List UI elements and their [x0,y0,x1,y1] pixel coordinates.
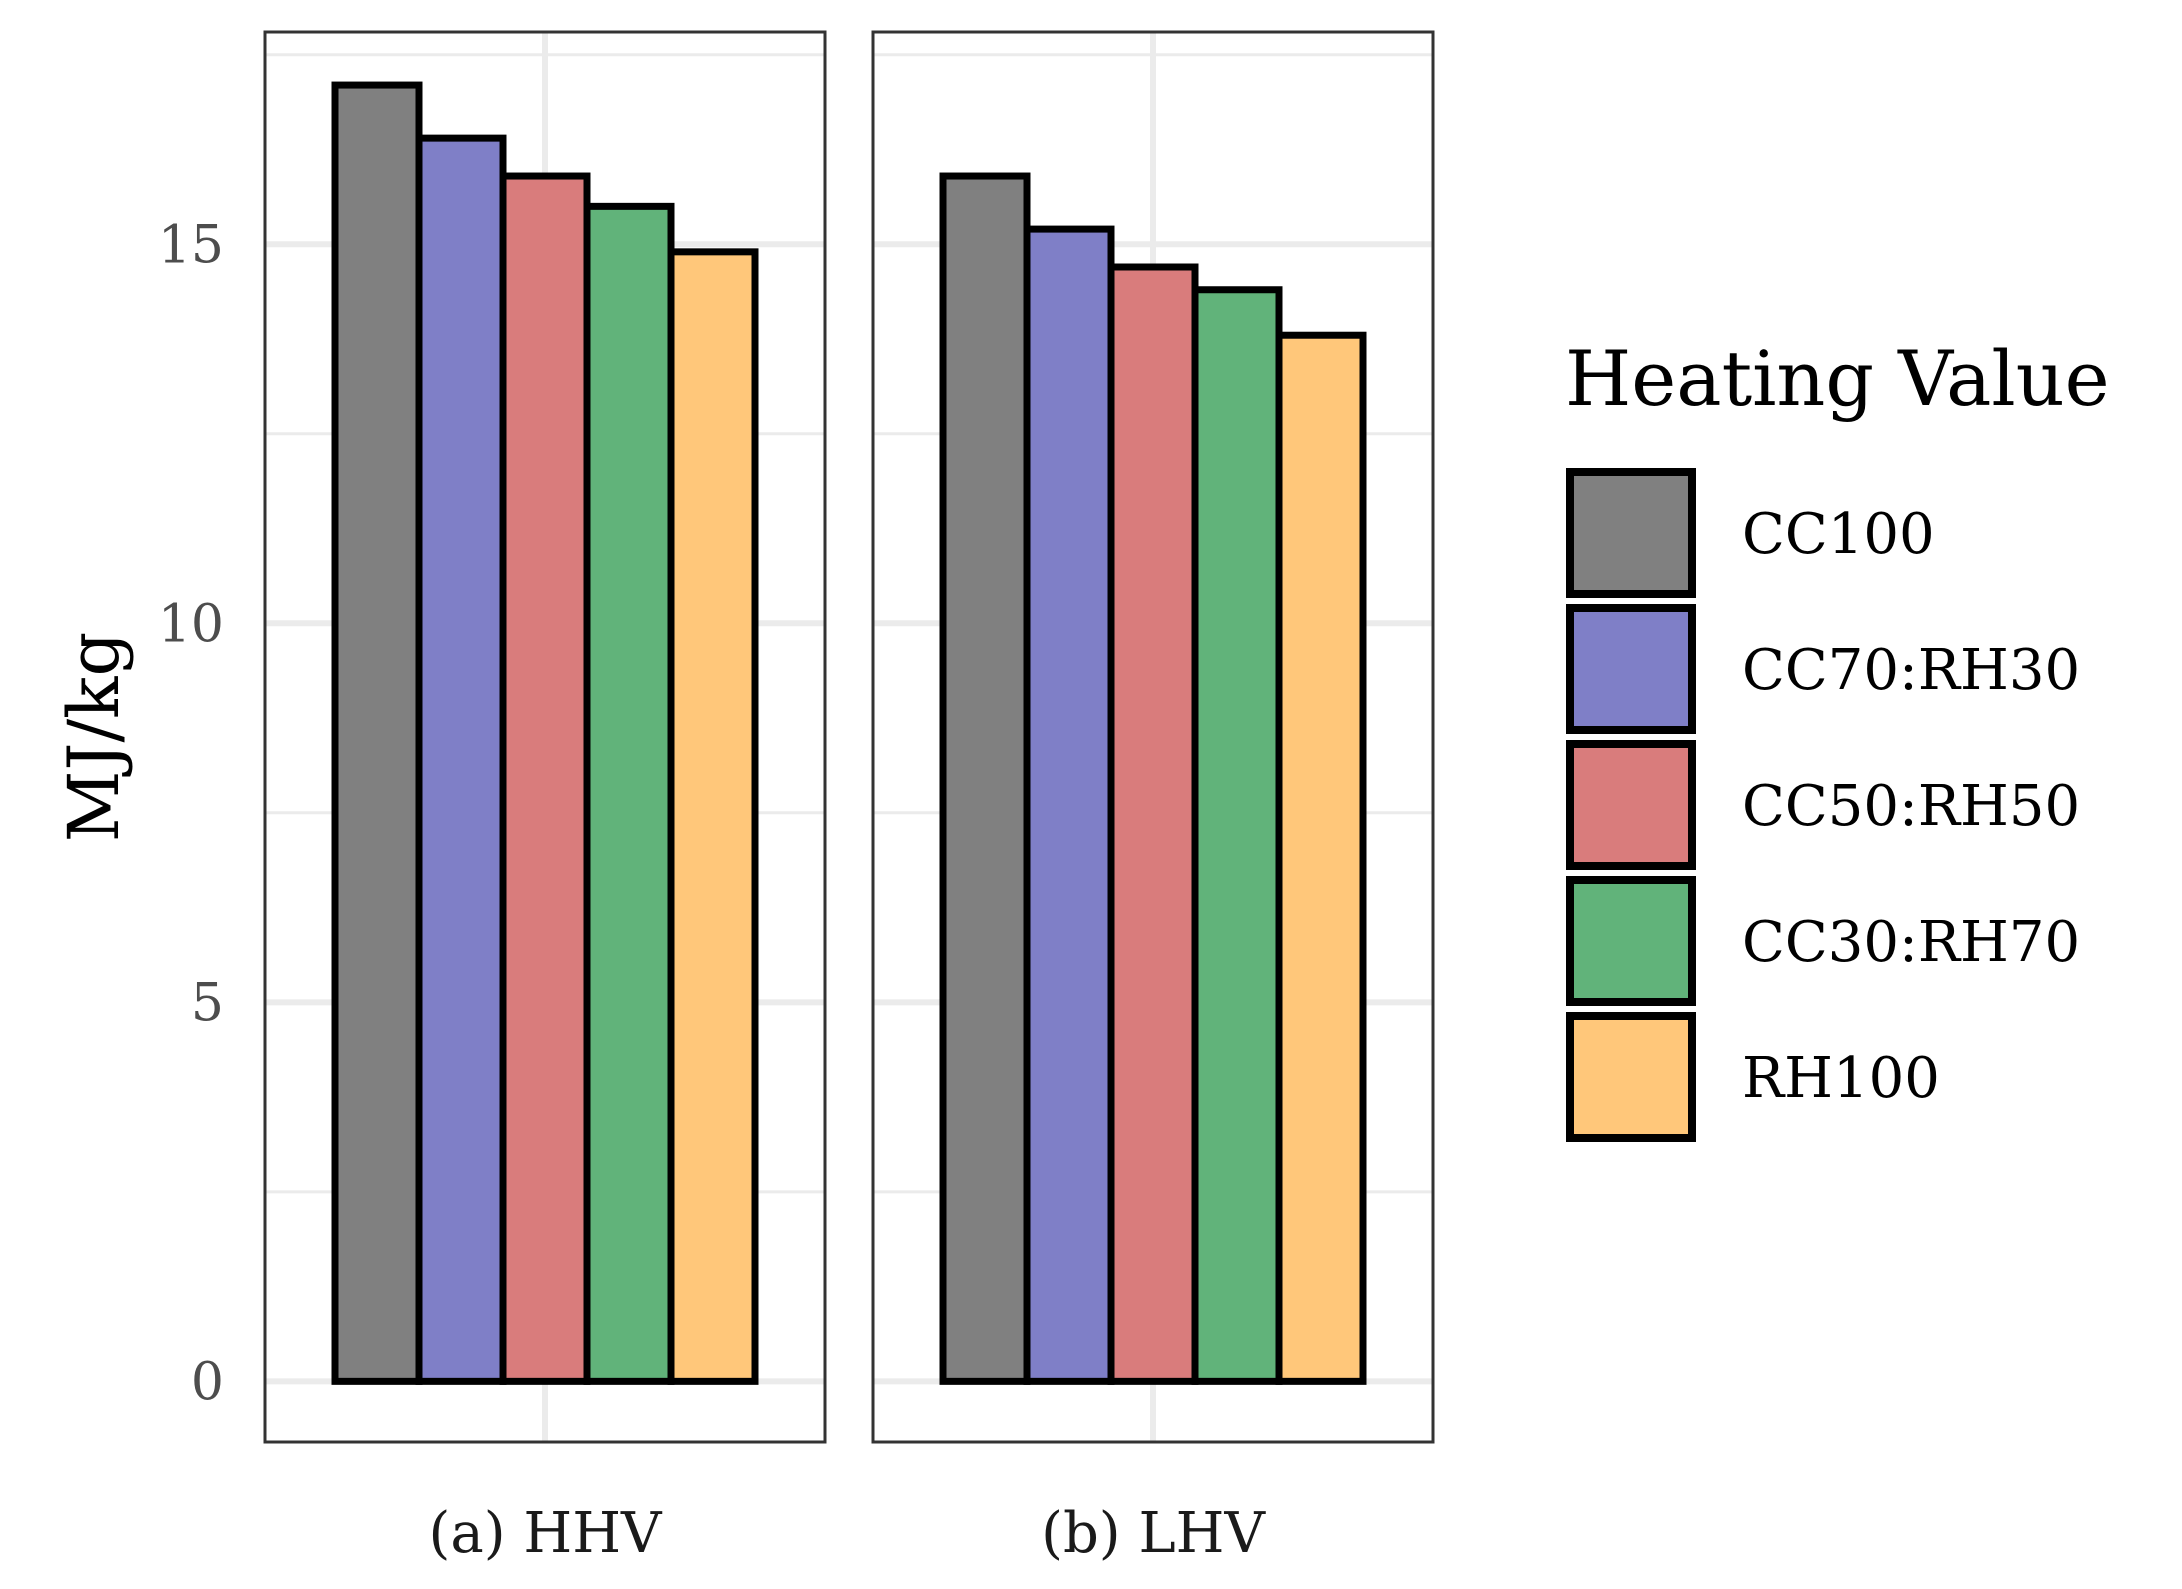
legend-title: Heating Value [1565,334,2110,423]
legend: Heating Value CC100 CC70:RH30 CC50:RH50 CC3… [1565,334,2110,1142]
legend-label: CC50:RH50 [1742,774,2080,839]
legend-label: CC100 [1742,502,1935,567]
bar-lhv-cc100 [939,172,1031,1385]
bar-hhv-cc100 [331,81,423,1385]
panel-lhv-border [871,30,1435,1444]
bar-hhv-cc70-rh30 [415,134,507,1385]
panel-lhv-bars [939,172,1367,1385]
legend-key [1566,1012,1696,1142]
y-tick-label: 15 [158,215,224,275]
panel-lhv: (b) LHV [871,30,1435,1566]
y-tick-label: 10 [158,594,224,654]
panel-hhv-bars [331,81,759,1385]
bar-hhv-rh100 [667,248,759,1385]
legend-key [1566,604,1696,734]
facet-label-lhv: (b) LHV [1041,1501,1266,1566]
legend-label: CC70:RH30 [1742,638,2080,703]
legend-key [1566,740,1696,870]
y-tick-label: 0 [191,1352,224,1412]
bar-lhv-cc70-rh30 [1023,225,1115,1385]
bar-hhv-cc50-rh50 [499,172,591,1385]
legend-label: CC30:RH70 [1742,910,2080,975]
y-axis-label: MJ/kg [53,632,135,843]
facet-label-hhv: (a) HHV [429,1501,664,1566]
legend-items: CC100 CC70:RH30 CC50:RH50 CC30:RH70 RH100 [1566,468,2080,1142]
bar-lhv-cc30-rh70 [1191,286,1283,1385]
panel-hhv-border [263,30,827,1444]
panel-hhv: (a) HHV [263,30,827,1566]
y-tick-label: 5 [191,973,224,1033]
y-axis-ticks: 0 5 10 15 [158,215,224,1412]
legend-key [1566,876,1696,1006]
bar-lhv-rh100 [1275,331,1367,1385]
bar-lhv-cc50-rh50 [1107,263,1199,1385]
legend-key [1566,468,1696,598]
legend-label: RH100 [1742,1046,1940,1111]
bar-hhv-cc30-rh70 [583,202,675,1385]
